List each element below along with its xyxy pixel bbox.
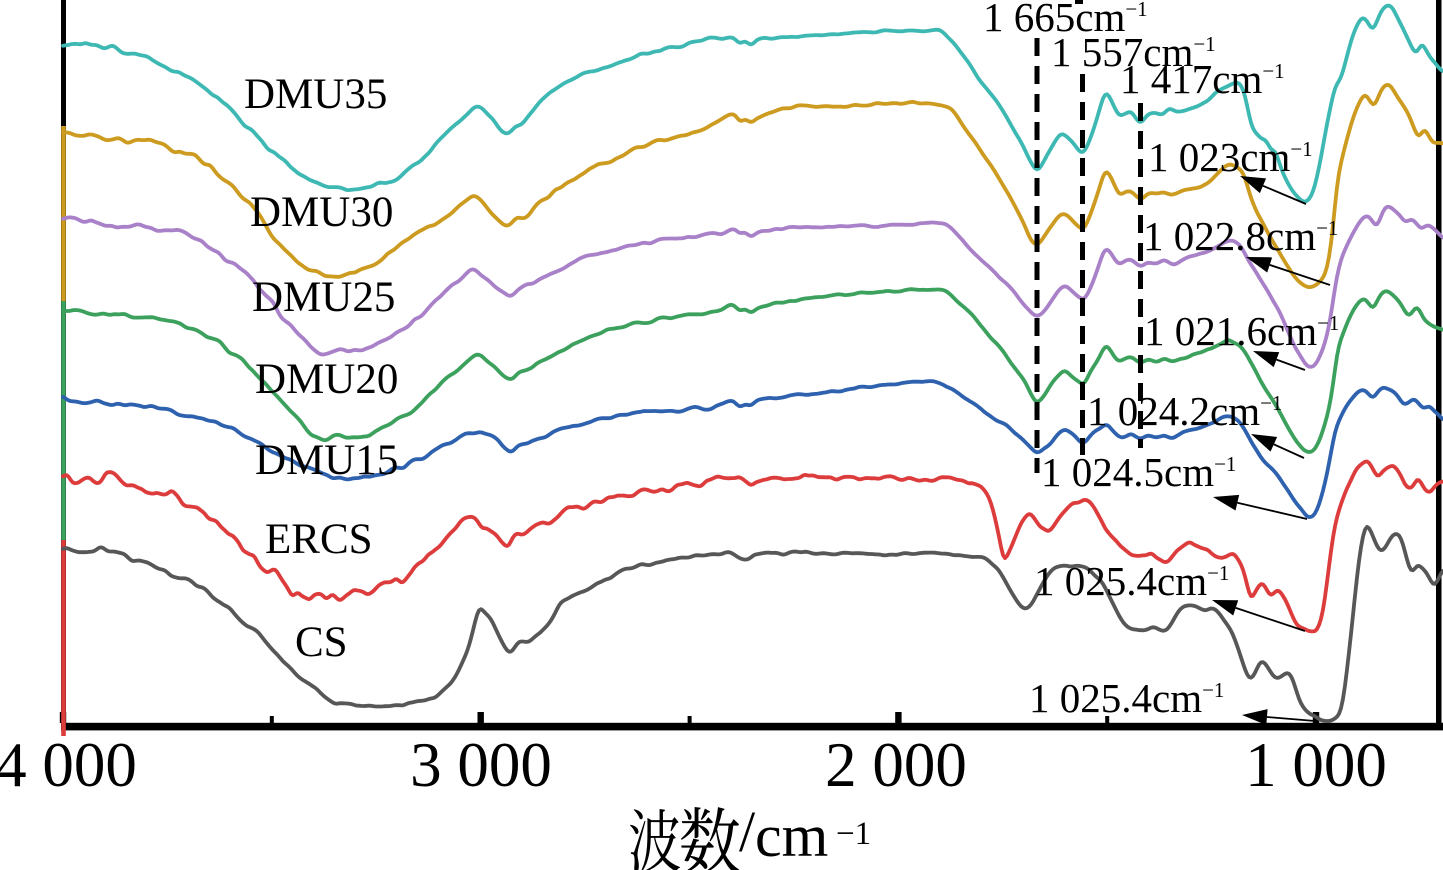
svg-text:1 025.4cm−1: 1 025.4cm−1 [1034,558,1229,604]
svg-text:1 024.5cm−1: 1 024.5cm−1 [1041,449,1236,495]
svg-text:4 000: 4 000 [0,730,137,800]
svg-text:−1: −1 [836,816,871,852]
svg-text:1 021.6cm−1: 1 021.6cm−1 [1144,308,1339,354]
svg-text:3 000: 3 000 [410,730,552,800]
svg-text:1 557cm−1: 1 557cm−1 [1051,29,1216,75]
svg-text:DMU20: DMU20 [255,356,398,403]
svg-text:1 023cm−1: 1 023cm−1 [1148,134,1313,180]
svg-text:DMU30: DMU30 [250,189,393,236]
svg-text:/: / [739,799,756,864]
svg-text:cm: cm [755,803,828,869]
svg-text:CS: CS [295,619,348,666]
svg-text:2 000: 2 000 [825,730,967,800]
svg-text:1 417cm−1: 1 417cm−1 [1120,56,1285,102]
svg-text:DMU15: DMU15 [255,437,398,484]
svg-text:1 024.2cm−1: 1 024.2cm−1 [1087,388,1282,434]
svg-text:1 025.4cm−1: 1 025.4cm−1 [1029,675,1224,721]
svg-text:ERCS: ERCS [265,516,373,563]
svg-text:DMU25: DMU25 [252,274,395,321]
svg-text:1 000: 1 000 [1245,730,1387,800]
svg-text:1 022.8cm−1: 1 022.8cm−1 [1143,213,1338,259]
svg-text:DMU35: DMU35 [244,71,387,118]
svg-text:1 665cm−1: 1 665cm−1 [983,0,1148,40]
